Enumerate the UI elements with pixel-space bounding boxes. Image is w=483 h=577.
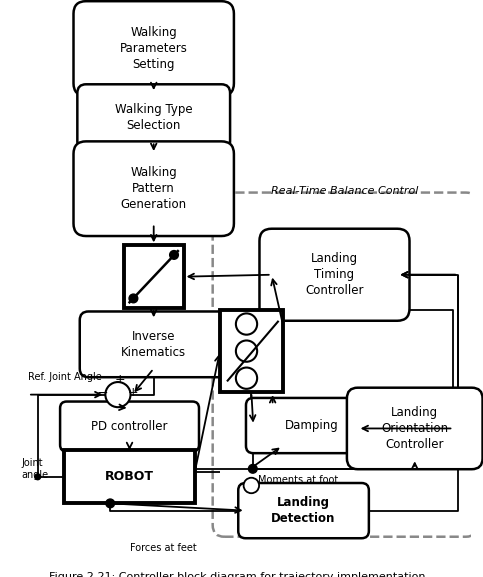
Text: +: + bbox=[114, 373, 125, 385]
Circle shape bbox=[248, 464, 257, 473]
FancyBboxPatch shape bbox=[259, 228, 410, 321]
Text: PD controller: PD controller bbox=[91, 420, 168, 433]
Text: Real-Time Balance Control: Real-Time Balance Control bbox=[271, 186, 419, 196]
Text: Moments at foot: Moments at foot bbox=[257, 475, 338, 485]
Text: ROBOT: ROBOT bbox=[105, 470, 154, 484]
Text: Landing
Detection: Landing Detection bbox=[271, 496, 336, 525]
FancyBboxPatch shape bbox=[73, 1, 234, 96]
Text: Walking
Pattern
Generation: Walking Pattern Generation bbox=[121, 166, 187, 211]
FancyBboxPatch shape bbox=[60, 402, 199, 451]
Text: −: − bbox=[97, 385, 108, 400]
Text: Damping: Damping bbox=[284, 419, 338, 432]
FancyBboxPatch shape bbox=[77, 84, 230, 150]
Bar bbox=[124, 245, 184, 308]
Text: Landing
Timing
Controller: Landing Timing Controller bbox=[305, 252, 364, 297]
Bar bbox=[220, 310, 283, 392]
Circle shape bbox=[105, 382, 130, 407]
Circle shape bbox=[129, 294, 138, 303]
Text: Ref. Joint Angle: Ref. Joint Angle bbox=[28, 372, 102, 382]
Text: Inverse
Kinematics: Inverse Kinematics bbox=[121, 330, 186, 359]
Text: Forces at feet: Forces at feet bbox=[129, 542, 196, 553]
Text: Walking
Parameters
Setting: Walking Parameters Setting bbox=[120, 26, 188, 71]
Text: +: + bbox=[128, 386, 139, 399]
Circle shape bbox=[236, 368, 257, 389]
Bar bbox=[64, 450, 195, 503]
Circle shape bbox=[236, 313, 257, 335]
Text: Walking Type
Selection: Walking Type Selection bbox=[115, 103, 193, 132]
Circle shape bbox=[243, 478, 259, 493]
Text: Joint
angle: Joint angle bbox=[21, 458, 48, 480]
FancyBboxPatch shape bbox=[73, 141, 234, 236]
Text: Figure 2.21: Controller block diagram for trajectory implementation: Figure 2.21: Controller block diagram fo… bbox=[49, 572, 426, 577]
Circle shape bbox=[106, 499, 114, 508]
FancyBboxPatch shape bbox=[238, 483, 369, 538]
FancyBboxPatch shape bbox=[246, 398, 377, 453]
Circle shape bbox=[35, 474, 41, 479]
FancyBboxPatch shape bbox=[347, 388, 483, 469]
Circle shape bbox=[170, 250, 178, 259]
Text: Landing
Orientation
Controller: Landing Orientation Controller bbox=[381, 406, 448, 451]
FancyBboxPatch shape bbox=[80, 312, 227, 377]
Circle shape bbox=[236, 340, 257, 362]
